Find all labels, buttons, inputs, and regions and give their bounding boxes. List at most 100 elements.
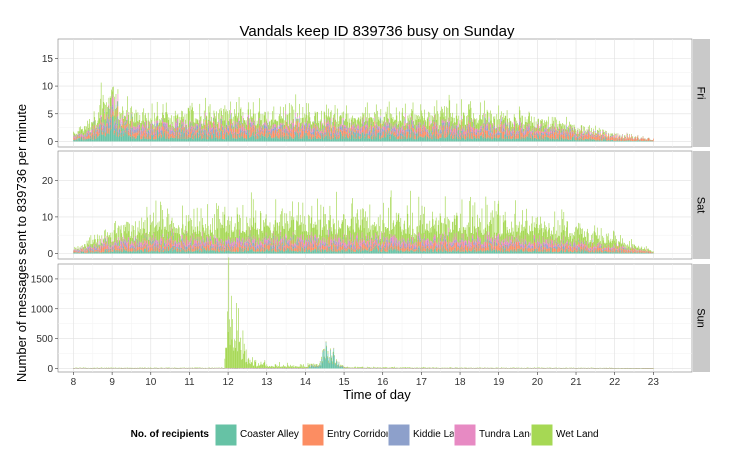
- bar-segment: [76, 250, 77, 251]
- bar-segment: [607, 136, 608, 137]
- bar-segment: [95, 251, 96, 253]
- bar-segment: [387, 132, 388, 135]
- bar-segment: [123, 246, 124, 249]
- bar-segment: [391, 132, 392, 134]
- bar-segment: [118, 116, 119, 141]
- bar-segment: [230, 130, 231, 133]
- bar-segment: [493, 125, 494, 134]
- bar-segment: [123, 251, 124, 254]
- bar-segment: [457, 125, 458, 131]
- bar-segment: [197, 125, 198, 130]
- bar-segment: [267, 138, 268, 141]
- bar-segment: [621, 138, 622, 141]
- bar-segment: [163, 133, 164, 141]
- bar-segment: [619, 139, 620, 142]
- bar-segment: [434, 115, 435, 120]
- bar-segment: [285, 129, 286, 142]
- bar-segment: [92, 140, 93, 142]
- bar-segment: [123, 247, 124, 254]
- bar-segment: [493, 133, 494, 135]
- bar-segment: [560, 140, 561, 142]
- bar-segment: [241, 132, 242, 136]
- bar-segment: [496, 130, 497, 134]
- bar-segment: [429, 136, 430, 139]
- bar-segment: [290, 131, 291, 133]
- bar-segment: [94, 130, 95, 135]
- bar-segment: [393, 128, 394, 132]
- bar-segment: [125, 121, 126, 123]
- bar-segment: [441, 132, 442, 134]
- bar-segment: [607, 137, 608, 138]
- bar-segment: [438, 134, 439, 135]
- bar-segment: [105, 127, 106, 132]
- bar-segment: [215, 138, 216, 142]
- bar-segment: [271, 120, 272, 128]
- bar-segment: [520, 134, 521, 141]
- bar-segment: [645, 141, 646, 142]
- bar-segment: [592, 140, 593, 142]
- bar-segment: [452, 131, 453, 133]
- bar-segment: [482, 134, 483, 135]
- bar-segment: [401, 128, 402, 130]
- bar-segment: [164, 125, 165, 130]
- bar-segment: [586, 134, 587, 135]
- bar-segment: [470, 101, 471, 119]
- bar-segment: [289, 125, 290, 126]
- bar-segment: [399, 133, 400, 135]
- bar-segment: [236, 128, 237, 139]
- bar-segment: [110, 249, 111, 254]
- bar-segment: [403, 135, 404, 141]
- bar-segment: [539, 133, 540, 134]
- bar-segment: [373, 134, 374, 136]
- bar-segment: [277, 138, 278, 141]
- bar-segment: [406, 130, 407, 132]
- bar-segment: [410, 138, 411, 141]
- bar-segment: [205, 130, 206, 142]
- bar-segment: [302, 118, 303, 124]
- bar-segment: [146, 118, 147, 131]
- bar-segment: [333, 125, 334, 126]
- bar-segment: [257, 139, 258, 142]
- bar-segment: [585, 138, 586, 141]
- bar-segment: [388, 122, 389, 125]
- bar-segment: [87, 139, 88, 142]
- bar-segment: [221, 111, 222, 116]
- bar-segment: [192, 107, 193, 126]
- bar-segment: [629, 138, 630, 141]
- bar-segment: [411, 116, 412, 120]
- bar-segment: [246, 130, 247, 133]
- bar-segment: [245, 128, 246, 131]
- bar-segment: [252, 128, 253, 130]
- bar-segment: [253, 123, 254, 125]
- bar-segment: [509, 135, 510, 141]
- bar-segment: [595, 141, 596, 142]
- bar-segment: [424, 126, 425, 127]
- bar-segment: [138, 136, 139, 142]
- bar-segment: [121, 133, 122, 135]
- bar-segment: [321, 133, 322, 142]
- bar-segment: [279, 129, 280, 139]
- bar-segment: [509, 125, 510, 130]
- bar-segment: [631, 141, 632, 142]
- bar-segment: [76, 249, 77, 250]
- bar-segment: [101, 245, 102, 246]
- bar-segment: [537, 124, 538, 130]
- bar-segment: [285, 111, 286, 117]
- bar-segment: [85, 250, 86, 251]
- bar-segment: [438, 134, 439, 135]
- bar-segment: [245, 123, 246, 129]
- bar-segment: [90, 244, 91, 247]
- bar-segment: [127, 119, 128, 120]
- bar-segment: [110, 118, 111, 120]
- bar-segment: [295, 121, 296, 132]
- bar-segment: [564, 138, 565, 141]
- bar-segment: [308, 130, 309, 139]
- bar-segment: [203, 135, 204, 142]
- bar-segment: [538, 124, 539, 133]
- bar-segment: [272, 138, 273, 141]
- bar-segment: [531, 134, 532, 137]
- bar-segment: [503, 113, 504, 124]
- bar-segment: [304, 125, 305, 130]
- bar-segment: [88, 250, 89, 253]
- bar-segment: [513, 124, 514, 128]
